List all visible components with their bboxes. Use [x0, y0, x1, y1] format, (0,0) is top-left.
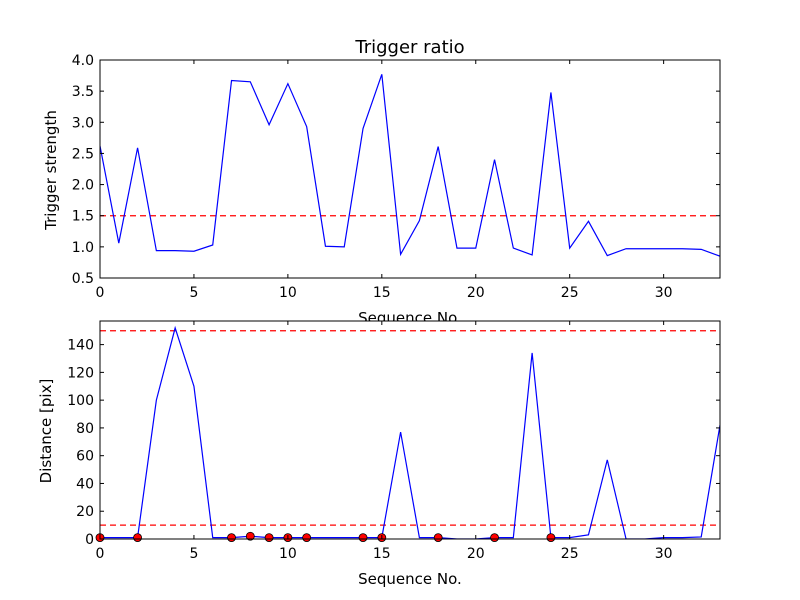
- y-tick-label: 0: [85, 532, 94, 548]
- data-marker: [133, 533, 142, 543]
- x-tick-label: 5: [189, 285, 198, 301]
- y-axis-label: Trigger strength: [42, 110, 60, 231]
- series-line: [100, 325, 720, 539]
- y-tick-label: 20: [76, 504, 94, 520]
- x-tick-label: 25: [561, 285, 579, 301]
- data-marker: [546, 533, 556, 543]
- data-marker: [245, 531, 255, 541]
- x-tick-label: 10: [279, 546, 297, 562]
- y-tick-label: 60: [76, 449, 94, 465]
- plot-area: 0 5 10 15 20 25 30 0.5 1.0 1.5 2.0 2.5 3.0 3.5 4.0: [72, 53, 721, 301]
- x-tick-label: 20: [467, 546, 485, 562]
- y-axis-label: Distance [pix]: [37, 379, 55, 484]
- plot-background: [100, 60, 720, 278]
- x-tick-label: 5: [189, 546, 198, 562]
- x-tick-label: 30: [655, 546, 673, 562]
- trigger-ratio-chart: Trigger ratio Sequence No. Trigger stren…: [42, 37, 721, 327]
- x-tick-label: 15: [373, 285, 391, 301]
- y-tick-label: 80: [76, 421, 94, 437]
- data-marker: [490, 533, 499, 543]
- y-tick-label: 120: [67, 365, 94, 381]
- x-axis-label: Sequence No.: [358, 570, 462, 588]
- y-tick-label: 2.5: [72, 146, 94, 162]
- y-tick-label: 2.0: [72, 178, 94, 194]
- x-tick-label: 25: [561, 546, 579, 562]
- distance-chart: Sequence No. Distance [pix] 0 5 10 15 20 25 30…: [37, 320, 721, 588]
- data-marker: [302, 533, 312, 543]
- plot-area: 0 5 10 15 20 25 30 0 20 40 60 80 100 120 140: [67, 320, 721, 562]
- series-line: [100, 74, 720, 257]
- y-tick-label: 140: [67, 338, 94, 354]
- plot-frame: [99, 59, 721, 279]
- x-tick-label: 10: [279, 285, 297, 301]
- y-tick-label: 3.0: [72, 115, 94, 131]
- y-tick-label: 100: [67, 393, 94, 409]
- y-tick-label: 1.0: [72, 240, 94, 256]
- y-tick-label: 1.5: [72, 209, 94, 225]
- plot-content: [100, 325, 720, 539]
- x-tick-label: 30: [655, 285, 673, 301]
- y-tick-label: 4.0: [72, 53, 94, 69]
- data-marker: [433, 533, 443, 543]
- data-marker: [264, 533, 274, 543]
- plot-content: [100, 74, 720, 257]
- y-tick-label: 0.5: [72, 271, 94, 287]
- y-tick-label: 3.5: [72, 84, 94, 100]
- plot-frame: [99, 320, 721, 540]
- x-tick-label: 0: [96, 285, 105, 301]
- data-marker: [358, 533, 368, 543]
- x-tick-label: 20: [467, 285, 485, 301]
- data-marker: [227, 533, 236, 543]
- chart-title: Trigger ratio: [354, 37, 464, 58]
- y-tick-label: 40: [76, 476, 94, 492]
- x-tick-label: 15: [373, 546, 391, 562]
- x-tick-label: 0: [96, 546, 105, 562]
- plot-background: [100, 321, 720, 539]
